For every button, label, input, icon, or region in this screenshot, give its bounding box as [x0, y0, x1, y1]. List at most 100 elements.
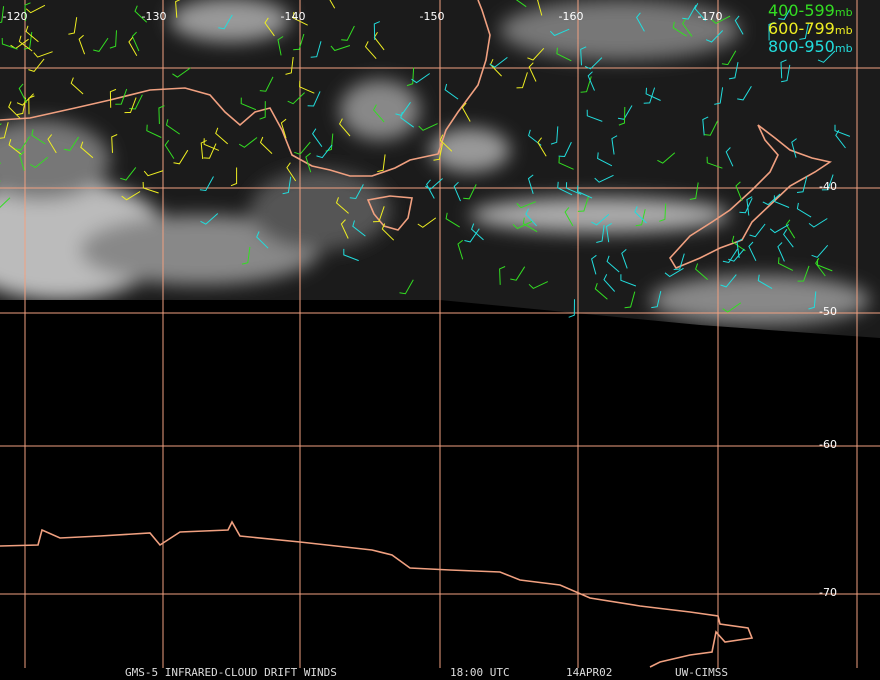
- wind-barb: [577, 195, 590, 212]
- cloud: [250, 170, 390, 250]
- wind-barb: [282, 176, 292, 195]
- cloud: [470, 197, 730, 233]
- wind-barb: [651, 290, 662, 309]
- wind-barb: [377, 154, 386, 173]
- wind-barb: [781, 64, 791, 83]
- wind-barb: [528, 129, 542, 146]
- wind-barb: [591, 254, 597, 275]
- wind-barb: [33, 51, 53, 58]
- wind-barb: [129, 94, 143, 110]
- wind-barb: [748, 241, 757, 262]
- wind-barb: [352, 220, 366, 237]
- wind-barb: [576, 185, 593, 199]
- wind-barb: [240, 97, 257, 111]
- wind-barb: [399, 279, 414, 295]
- wind-barb: [773, 195, 790, 208]
- wind-barb: [558, 141, 572, 158]
- wind-barb: [111, 134, 118, 153]
- wind-barb: [203, 138, 220, 151]
- longitude-label: -120: [3, 10, 28, 23]
- wind-barb: [47, 134, 57, 154]
- longitude-label: -160: [559, 10, 584, 23]
- wind-barb: [330, 45, 351, 52]
- wind-barb: [645, 87, 661, 101]
- wind-barb: [0, 122, 9, 139]
- wind-barb: [164, 140, 175, 159]
- longitude-label: -170: [698, 10, 723, 23]
- wind-barb: [439, 134, 453, 152]
- wind-barb: [299, 80, 315, 94]
- wind-barb: [550, 126, 559, 145]
- wind-barb: [728, 62, 739, 80]
- wind-barb: [537, 0, 543, 16]
- wind-barb: [8, 101, 21, 119]
- wind-barb: [757, 274, 773, 290]
- wind-barb: [778, 5, 793, 20]
- legend-range: 800-950: [768, 37, 835, 56]
- wind-barb: [109, 88, 117, 108]
- longitude-label: -150: [420, 10, 445, 23]
- wind-barb: [664, 267, 684, 278]
- wind-barb: [702, 116, 709, 136]
- wind-barb: [634, 206, 647, 224]
- wind-barb: [128, 36, 138, 57]
- wind-barb: [796, 176, 808, 193]
- wind-barb: [797, 265, 810, 282]
- latitude-label: -70: [819, 586, 837, 599]
- wind-barb: [115, 88, 128, 105]
- wind-barb: [643, 87, 656, 104]
- wind-barb: [395, 102, 411, 116]
- wind-barb: [624, 291, 636, 309]
- wind-barb: [782, 229, 794, 248]
- wind-barb: [343, 248, 359, 262]
- wind-barb: [14, 136, 31, 151]
- wind-barb: [259, 76, 274, 92]
- wind-barb: [780, 59, 787, 79]
- wind-barb: [121, 191, 141, 201]
- wind-barb: [791, 138, 797, 158]
- wind-barb: [0, 6, 5, 24]
- wind-barb: [722, 248, 738, 264]
- wind-barb: [734, 15, 744, 35]
- wind-barb: [264, 17, 275, 37]
- wind-barb: [586, 109, 603, 122]
- wind-barb: [516, 72, 528, 89]
- wind-barb: [811, 244, 829, 258]
- wind-barb: [835, 129, 846, 149]
- wind-barb: [463, 184, 477, 200]
- wind-barb: [124, 97, 137, 114]
- wind-barb: [199, 176, 214, 192]
- wind-barb: [682, 4, 697, 20]
- wind-barb: [672, 21, 687, 37]
- wind-barb: [558, 156, 574, 170]
- wind-barb: [24, 2, 31, 22]
- wind-barb: [580, 46, 587, 66]
- wind-barb: [158, 105, 165, 125]
- wind-barb: [433, 143, 443, 161]
- wind-barb: [287, 92, 305, 105]
- wind-barb: [292, 12, 308, 26]
- footer-text: GMS-5 INFRARED-CLOUD DRIFT WINDS: [125, 666, 337, 679]
- wind-barb: [471, 223, 484, 241]
- wind-barb: [510, 266, 526, 281]
- wind-barb: [146, 124, 162, 138]
- cloud: [80, 215, 320, 285]
- wind-barb: [714, 87, 724, 105]
- cloud: [170, 0, 290, 42]
- wind-barb: [728, 248, 745, 262]
- wind-barb: [142, 181, 159, 194]
- wind-barb: [694, 3, 706, 22]
- wind-barb: [175, 0, 181, 18]
- wind-barb: [372, 206, 385, 223]
- wind-barb: [373, 21, 380, 40]
- wind-barb: [620, 274, 637, 287]
- wind-barb: [621, 249, 628, 269]
- wind-barb: [635, 12, 645, 32]
- wind-barb: [515, 0, 527, 8]
- cloud: [650, 275, 870, 325]
- footer-text: 14APR02: [566, 666, 612, 679]
- wind-barb: [528, 62, 537, 82]
- wind-barb: [695, 263, 709, 280]
- wind-barb: [769, 224, 790, 234]
